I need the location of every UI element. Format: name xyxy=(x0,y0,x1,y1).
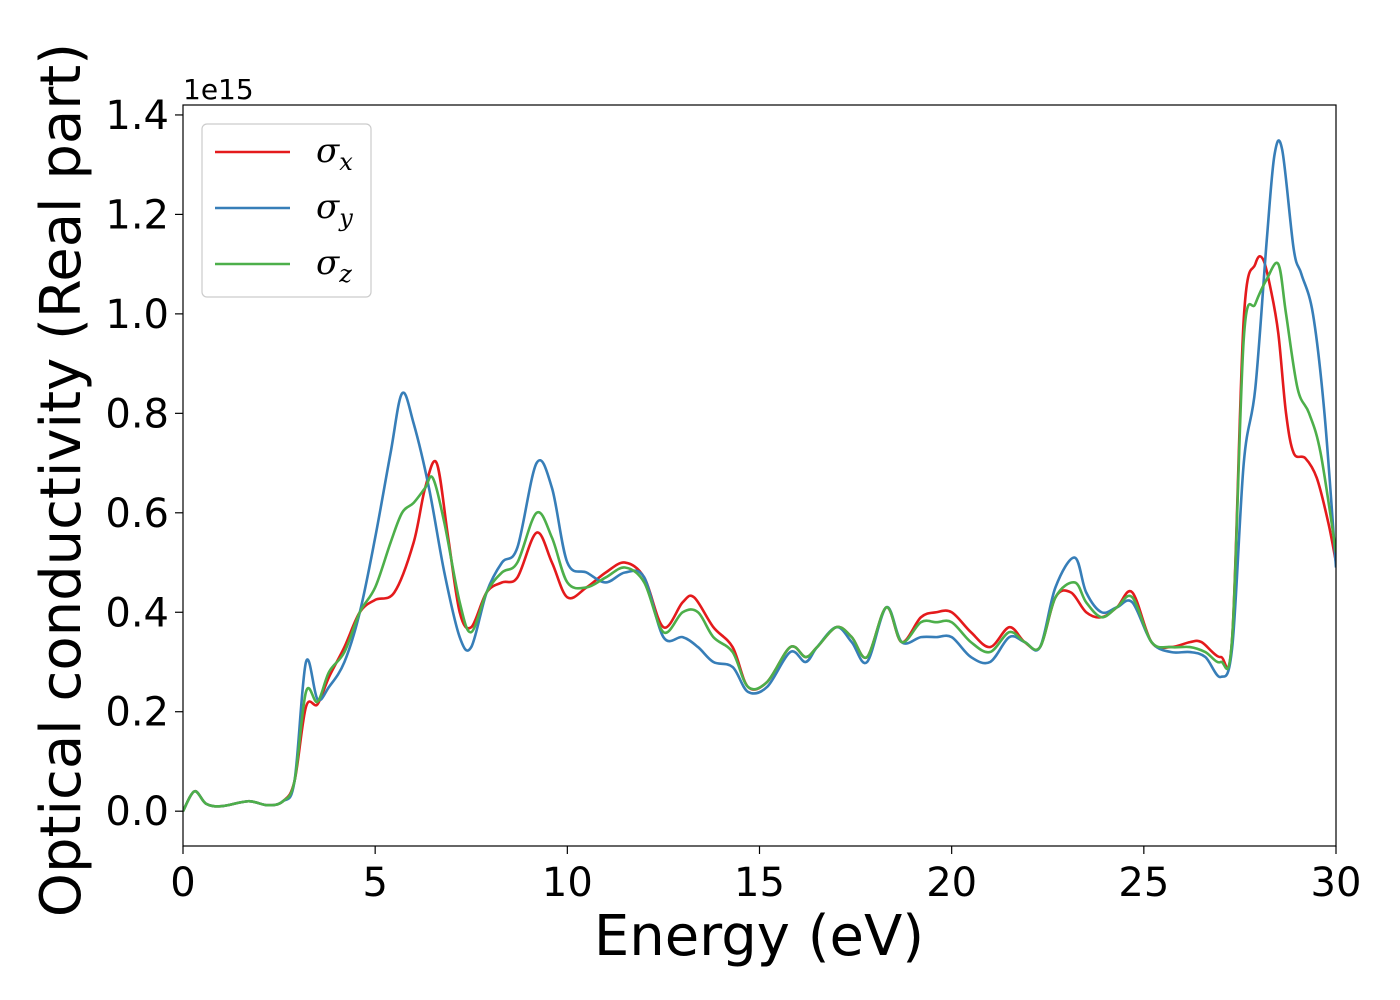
y-tick-label: 0.2 xyxy=(105,690,169,736)
y-offset-label: 1e15 xyxy=(183,73,254,106)
y-axis-label: Optical conductivity (Real part) xyxy=(29,43,94,917)
x-tick-label: 5 xyxy=(362,860,387,906)
y-tick-label: 0.6 xyxy=(105,491,169,537)
series-line-z xyxy=(183,261,1336,812)
y-tick-label: 1.4 xyxy=(105,93,169,139)
legend-label-x: σx xyxy=(316,131,353,176)
series-line-y xyxy=(183,139,1336,812)
x-tick-label: 20 xyxy=(926,860,977,906)
y-tick-label: 0.4 xyxy=(105,590,169,636)
legend-label-z: σz xyxy=(316,243,352,288)
x-tick-label: 15 xyxy=(734,860,785,906)
x-axis-label: Energy (eV) xyxy=(594,904,924,969)
legend-box xyxy=(201,123,372,298)
legend: σx σy σz xyxy=(201,123,372,298)
x-tick-label: 0 xyxy=(170,860,195,906)
y-tick-label: 1.0 xyxy=(105,292,169,338)
y-axis: 0.0 0.2 0.4 0.6 0.8 1.0 1.2 1.4 xyxy=(105,93,183,835)
x-axis: 0 5 10 15 20 25 30 xyxy=(170,846,1361,906)
legend-label-y: σy xyxy=(316,187,353,232)
y-tick-label: 1.2 xyxy=(105,192,169,238)
y-tick-label: 0.8 xyxy=(105,391,169,437)
x-tick-label: 30 xyxy=(1311,860,1362,906)
y-tick-label: 0.0 xyxy=(105,789,169,835)
x-tick-label: 10 xyxy=(542,860,593,906)
plot-lines xyxy=(183,139,1336,812)
x-tick-label: 25 xyxy=(1118,860,1169,906)
